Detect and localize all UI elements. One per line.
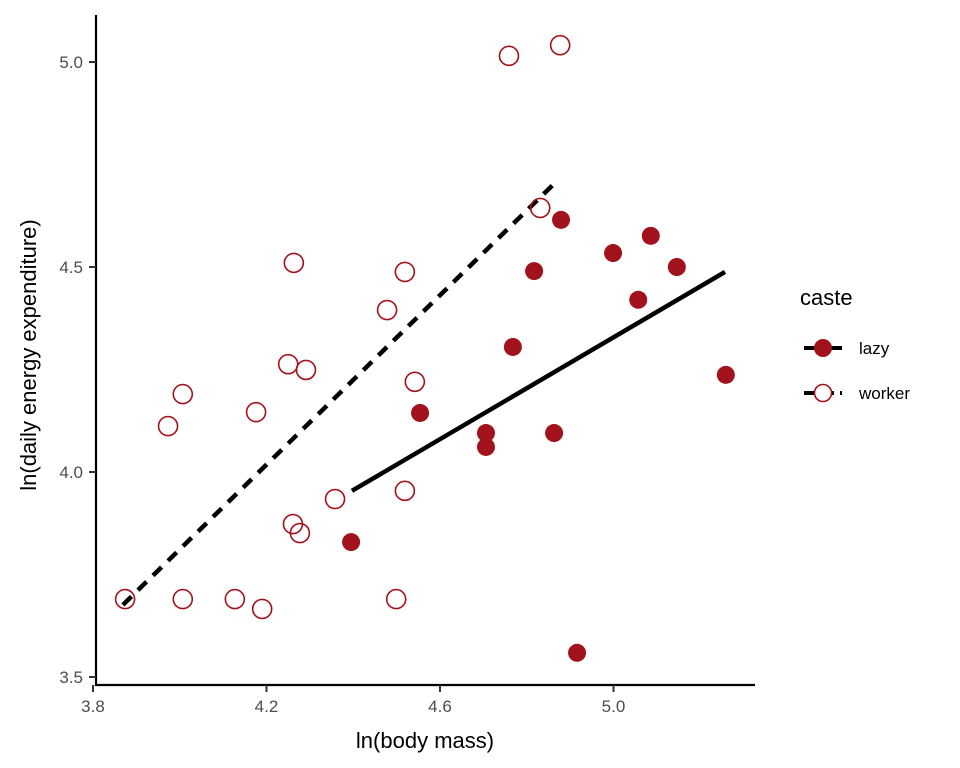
legend-label-worker: worker	[858, 384, 910, 403]
point-lazy-5	[525, 262, 544, 281]
x-tick-label: 4.6	[428, 697, 452, 716]
point-worker-5	[224, 588, 246, 610]
point-lazy-6	[545, 424, 564, 443]
fit-lines	[121, 181, 727, 607]
point-lazy-11	[641, 226, 660, 245]
legend: caste lazy worker	[800, 285, 910, 403]
legend-label-lazy: lazy	[859, 339, 890, 358]
point-worker-8	[283, 252, 305, 274]
point-worker-16	[404, 371, 426, 393]
y-tick-label: 3.5	[59, 668, 83, 687]
y-axis-title: ln(daily energy expenditure)	[16, 219, 41, 491]
point-lazy-12	[667, 258, 686, 276]
fit-line-lazy	[350, 269, 727, 493]
point-worker-12	[324, 488, 346, 510]
legend-marker-worker	[813, 383, 833, 403]
point-worker-15	[394, 480, 416, 502]
legend-marker-lazy	[814, 339, 832, 357]
point-lazy-0	[342, 533, 361, 552]
point-worker-3	[172, 588, 194, 610]
x-tick-label: 4.2	[255, 697, 279, 716]
legend-entry-worker: worker	[804, 383, 910, 403]
point-worker-11	[295, 359, 317, 381]
point-lazy-10	[629, 290, 648, 309]
point-lazy-1	[411, 403, 430, 422]
point-lazy-7	[552, 210, 571, 229]
x-tick-label: 3.8	[81, 697, 105, 716]
point-worker-4	[245, 401, 267, 423]
x-ticks: 3.8 4.2 4.6 5.0	[81, 685, 625, 716]
point-worker-17	[385, 588, 407, 610]
data-points	[114, 34, 735, 662]
legend-entry-lazy: lazy	[804, 339, 890, 358]
y-tick-label: 5.0	[59, 53, 83, 72]
point-lazy-3	[476, 437, 495, 456]
point-worker-14	[394, 261, 416, 283]
point-worker-2	[172, 383, 194, 405]
y-tick-label: 4.0	[59, 463, 83, 482]
point-worker-1	[157, 415, 179, 437]
fit-line-worker	[121, 181, 557, 607]
point-worker-10	[289, 522, 311, 544]
point-worker-20	[529, 197, 551, 219]
point-lazy-8	[568, 643, 587, 662]
point-worker-7	[277, 353, 299, 375]
point-lazy-2	[476, 424, 495, 443]
y-ticks: 3.5 4.0 4.5 5.0	[59, 53, 96, 687]
point-lazy-9	[604, 244, 623, 263]
point-lazy-13	[716, 365, 735, 384]
point-worker-0	[114, 588, 136, 610]
point-worker-18	[498, 45, 520, 67]
point-worker-6	[251, 598, 273, 620]
point-worker-13	[376, 299, 398, 321]
x-tick-label: 5.0	[602, 697, 626, 716]
legend-title: caste	[800, 285, 853, 310]
point-worker-19	[549, 34, 571, 56]
x-axis-title: ln(body mass)	[356, 728, 494, 753]
point-lazy-4	[503, 337, 522, 356]
y-tick-label: 4.5	[59, 258, 83, 277]
